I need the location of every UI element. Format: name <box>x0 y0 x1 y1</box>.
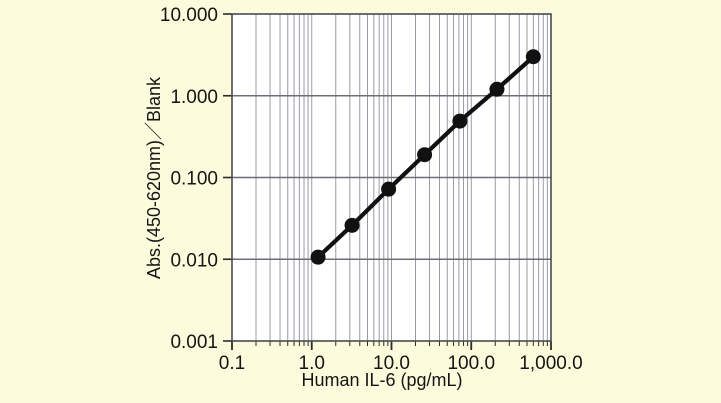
y-tick-label: 0.100 <box>170 169 218 190</box>
series-markers <box>310 49 541 265</box>
y-axis-title: Abs.(450-620nm)／Blank <box>144 76 164 279</box>
y-tick-label: 10.000 <box>160 5 218 26</box>
data-point <box>381 181 397 197</box>
plot-frame <box>231 13 552 342</box>
y-axis-tick-labels: 10.000 1.000 0.100 0.010 0.001 <box>160 5 218 353</box>
x-axis-ticks <box>231 341 552 350</box>
y-tick-label: 0.001 <box>170 332 218 353</box>
x-tick-label: 1.0 <box>299 353 325 374</box>
data-point <box>310 249 326 265</box>
y-tick-label: 0.010 <box>170 250 218 271</box>
data-point <box>525 49 541 65</box>
x-axis-title: Human IL-6 (pg/mL) <box>301 370 462 390</box>
y-tick-label: 1.000 <box>170 87 218 108</box>
x-tick-label: 0.1 <box>219 353 245 374</box>
x-tick-label: 10.0 <box>373 353 410 374</box>
y-axis-ticks <box>223 13 232 342</box>
data-point <box>417 147 433 163</box>
x-axis-tick-labels: 0.1 1.0 10.0 100.0 1,000.0 <box>219 353 583 374</box>
x-tick-label: 100.0 <box>447 353 495 374</box>
x-tick-label: 1,000.0 <box>519 353 582 374</box>
data-point <box>344 217 360 233</box>
data-point <box>489 81 505 97</box>
data-point <box>452 113 468 129</box>
